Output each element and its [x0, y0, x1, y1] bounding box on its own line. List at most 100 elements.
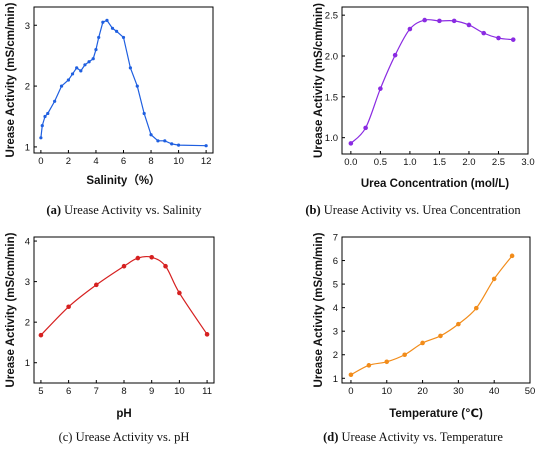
x-tick-label: 10 — [173, 156, 184, 167]
x-tick-label: 0 — [348, 386, 353, 397]
x-tick-label: 7 — [94, 386, 99, 397]
data-point — [91, 57, 95, 61]
y-tick-label: 4 — [25, 237, 30, 248]
y-axis-title: Urease Activity (mS/cm/min) — [313, 3, 325, 158]
data-point — [39, 136, 43, 140]
data-point — [204, 144, 208, 148]
data-point — [402, 352, 407, 358]
plot-frame — [33, 6, 214, 154]
x-tick-label: 10 — [174, 386, 185, 397]
series-line — [40, 19, 207, 147]
caption-d: (d) Urease Activity vs. Temperature — [323, 430, 503, 444]
data-point — [94, 282, 99, 288]
data-point — [348, 141, 354, 146]
data-point — [456, 321, 461, 327]
data-point — [496, 35, 501, 41]
data-point — [420, 340, 425, 346]
data-point — [481, 30, 487, 36]
data-point — [43, 114, 47, 119]
caption-b: (b) Urease Activity vs. Urea Concentrati… — [305, 203, 521, 217]
data-point — [121, 35, 126, 40]
data-point — [70, 72, 75, 76]
data-point — [438, 333, 443, 339]
data-point — [363, 125, 368, 131]
series-line — [350, 255, 513, 376]
panel-b-urea-concentration: (b) Urease Activity vs. Urea Concentrati… — [305, 3, 534, 217]
data-point — [392, 52, 398, 58]
y-tick-label: 3 — [25, 277, 30, 288]
series-line — [350, 19, 514, 144]
data-point — [38, 332, 44, 338]
plot-frame — [341, 236, 531, 384]
data-point — [510, 37, 516, 42]
data-point — [79, 69, 83, 73]
x-tick-label: 50 — [525, 386, 536, 397]
x-tick-label: 9 — [149, 386, 154, 397]
data-point — [451, 18, 457, 24]
y-tick-label: 1.0 — [325, 133, 338, 144]
data-point — [384, 359, 390, 365]
data-point — [473, 305, 479, 311]
data-point — [149, 254, 154, 260]
data-point — [177, 290, 182, 296]
data-point — [135, 255, 141, 261]
data-point — [156, 139, 160, 143]
data-point — [59, 84, 64, 88]
x-tick-label: 6 — [66, 386, 71, 397]
x-axis-title: pH — [116, 408, 131, 420]
data-point — [121, 263, 127, 269]
data-point — [66, 304, 71, 310]
data-point — [40, 124, 44, 128]
data-point — [204, 332, 210, 337]
y-axis-title: Urease Activity (mS/cm/min) — [5, 232, 17, 387]
data-point — [83, 63, 87, 67]
x-tick-label: 5 — [38, 386, 43, 397]
x-tick-label: 10 — [381, 386, 392, 397]
x-axis-title: Temperature (℃) — [389, 408, 483, 420]
x-tick-label: 8 — [148, 156, 153, 167]
y-tick-label: 6 — [333, 256, 338, 267]
x-axis-title: Urea Concentration (mol/L) — [361, 178, 509, 190]
x-tick-label: 40 — [489, 386, 500, 397]
x-tick-label: 0.0 — [344, 157, 357, 168]
data-point — [366, 363, 372, 368]
data-point — [110, 26, 115, 30]
panel-d-temperature: (d) Urease Activity vs. Temperature 0 10 2… — [313, 232, 535, 444]
caption-c: (c) Urease Activity vs. pH — [59, 430, 190, 444]
data-point — [135, 84, 139, 88]
y-tick-label: 3 — [333, 327, 338, 338]
data-point — [176, 143, 181, 147]
x-tick-label: 3.0 — [521, 157, 534, 168]
x-tick-label: 2.0 — [462, 157, 475, 168]
panel-a-salinity: (a) Urease Activity vs. Salinity 0 2 4 6 8 10… — [5, 2, 214, 217]
data-point — [378, 86, 383, 91]
data-point — [101, 20, 105, 24]
data-point — [46, 111, 50, 116]
data-point — [407, 26, 413, 32]
data-point — [53, 99, 57, 103]
x-tick-label: 11 — [202, 386, 212, 397]
data-point — [163, 263, 168, 269]
y-tick-label: 2 — [25, 318, 30, 329]
data-point — [509, 253, 515, 259]
y-tick-label: 2 — [25, 82, 30, 93]
x-axis-title: Salinity（%） — [86, 173, 160, 187]
data-point — [75, 66, 79, 70]
data-point — [466, 22, 472, 28]
y-tick-label: 2.0 — [325, 52, 338, 63]
x-tick-label: 0 — [38, 156, 43, 167]
y-tick-label: 4 — [333, 303, 338, 314]
y-tick-label: 1 — [25, 358, 30, 369]
x-tick-label: 2 — [66, 156, 71, 167]
x-tick-label: 2.5 — [492, 157, 505, 168]
y-tick-label: 1 — [333, 374, 338, 385]
y-tick-label: 5 — [333, 280, 338, 291]
data-point — [142, 111, 146, 116]
x-tick-label: 6 — [121, 156, 126, 167]
data-point — [348, 372, 354, 378]
data-point — [437, 18, 442, 24]
x-tick-label: 4 — [93, 156, 98, 167]
x-tick-label: 8 — [121, 386, 126, 397]
data-point — [128, 66, 132, 70]
